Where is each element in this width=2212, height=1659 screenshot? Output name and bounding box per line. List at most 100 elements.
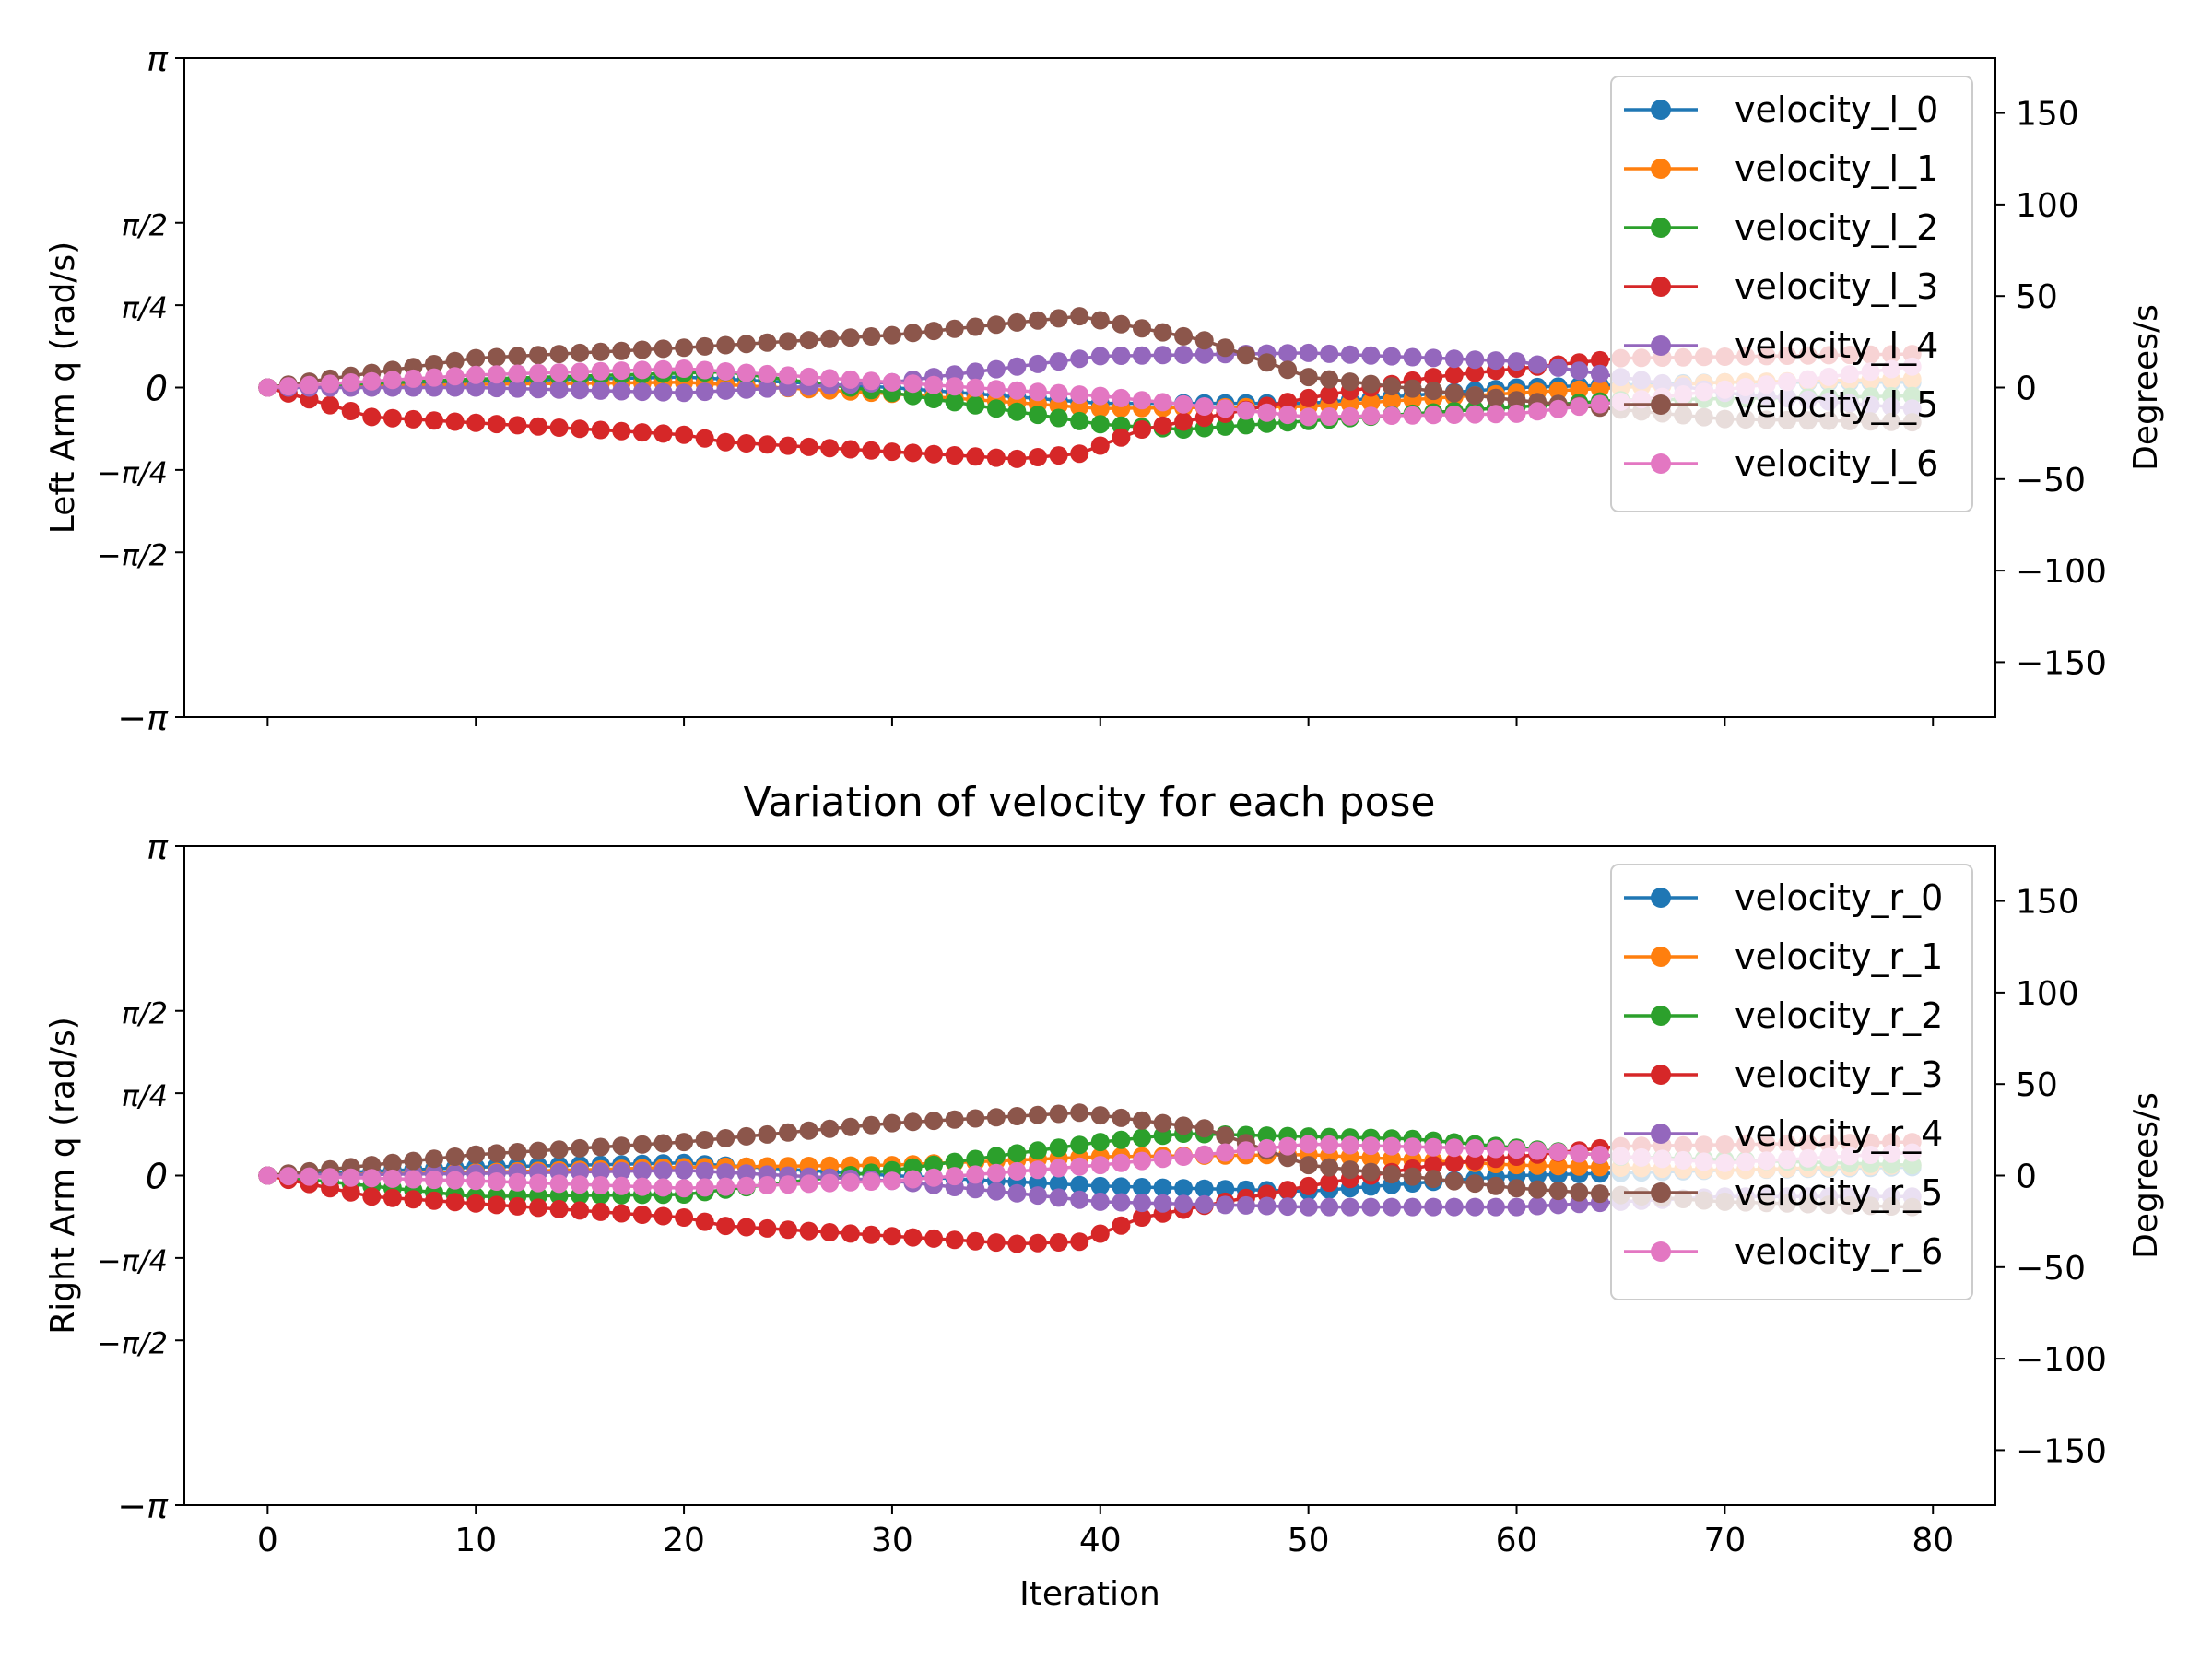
data-point-velocity_l_4-13 [529, 380, 547, 399]
data-point-velocity_r_4-46 [1216, 1195, 1235, 1215]
data-point-velocity_l_4-42 [1133, 346, 1151, 365]
data-point-velocity_r_6-45 [1194, 1145, 1214, 1164]
x-tick-label: 10 [454, 1522, 497, 1559]
data-point-velocity_r_5-18 [632, 1135, 652, 1154]
data-point-velocity_l_4-55 [1403, 347, 1422, 367]
data-point-velocity_l_3-17 [612, 421, 631, 441]
data-point-velocity_l_3-29 [862, 441, 881, 460]
data-point-velocity_r_3-30 [882, 1227, 901, 1246]
data-point-velocity_l_3-39 [1070, 444, 1089, 464]
data-point-velocity_l_4-43 [1153, 346, 1172, 365]
data-point-velocity_l_4-50 [1299, 343, 1318, 362]
data-point-velocity_r_3-25 [779, 1220, 797, 1240]
data-point-velocity_l_3-6 [382, 408, 402, 428]
data-point-velocity_l_2-46 [1216, 417, 1235, 436]
data-point-velocity_l_4-53 [1361, 346, 1381, 365]
data-point-velocity_r_6-61 [1528, 1141, 1547, 1160]
data-point-velocity_r_6-38 [1049, 1159, 1068, 1178]
data-point-velocity_r_3-12 [508, 1196, 527, 1216]
data-point-velocity_r_5-54 [1382, 1165, 1401, 1184]
data-point-velocity_l_4-59 [1486, 351, 1505, 371]
data-point-velocity_r_0-41 [1112, 1177, 1131, 1196]
data-point-velocity_r_5-38 [1049, 1104, 1068, 1124]
data-point-velocity_r_6-48 [1257, 1138, 1277, 1158]
data-point-velocity_r_2-38 [1049, 1138, 1068, 1158]
y-right-tick-label: 0 [2016, 1159, 2037, 1196]
data-point-velocity_r_5-35 [986, 1108, 1006, 1127]
data-point-velocity_l_4-15 [571, 381, 590, 400]
data-point-velocity_l_3-21 [695, 429, 714, 448]
legend-label-velocity_r_5: velocity_r_5 [1735, 1172, 1943, 1213]
data-point-velocity_l_3-42 [1133, 420, 1151, 439]
data-point-velocity_l_5-32 [924, 322, 944, 341]
data-point-velocity_l_6-18 [632, 360, 652, 380]
data-point-velocity_l_6-29 [862, 371, 881, 391]
data-point-velocity_l_4-23 [736, 380, 756, 399]
data-point-velocity_r_0-42 [1133, 1178, 1151, 1196]
y-tick-label: π/2 [122, 208, 168, 243]
data-point-velocity_l_6-41 [1112, 388, 1131, 407]
data-point-velocity_r_4-58 [1465, 1197, 1485, 1217]
data-point-velocity_r_5-9 [445, 1147, 465, 1166]
legend-marker-velocity_r_4 [1651, 1124, 1671, 1144]
data-point-velocity_l_5-56 [1424, 382, 1443, 401]
data-point-velocity_l_2-40 [1090, 415, 1110, 434]
data-point-velocity_l_5-52 [1340, 372, 1359, 392]
data-point-velocity_r_6-7 [404, 1170, 423, 1189]
data-point-velocity_r_5-24 [758, 1124, 777, 1144]
data-point-velocity_l_6-30 [882, 372, 901, 392]
data-point-velocity_l_4-35 [986, 359, 1006, 379]
data-point-velocity_l_6-9 [445, 367, 465, 386]
data-point-velocity_l_5-44 [1174, 326, 1194, 346]
data-point-velocity_r_6-52 [1340, 1135, 1359, 1155]
data-point-velocity_l_4-41 [1112, 347, 1131, 365]
data-point-velocity_l_6-25 [779, 366, 797, 385]
data-point-velocity_l_6-26 [799, 367, 818, 386]
data-point-velocity_r_5-12 [508, 1143, 527, 1161]
data-point-velocity_l_5-48 [1257, 353, 1277, 372]
data-point-velocity_r_6-5 [362, 1169, 382, 1188]
legend-box [1610, 76, 1973, 512]
data-point-velocity_r_4-45 [1194, 1194, 1214, 1214]
data-point-velocity_r_3-39 [1070, 1232, 1089, 1252]
y-tick-label: π [147, 39, 169, 79]
legend-label-velocity_l_4: velocity_l_4 [1735, 325, 1938, 366]
data-point-velocity_r_4-42 [1133, 1194, 1151, 1213]
data-point-velocity_l_4-62 [1548, 358, 1568, 377]
data-point-velocity_r_6-32 [924, 1168, 944, 1187]
data-point-velocity_l_6-62 [1548, 399, 1568, 418]
data-point-velocity_l_6-0 [258, 378, 277, 397]
data-point-velocity_r_4-43 [1153, 1194, 1172, 1213]
data-point-velocity_r_5-25 [779, 1123, 797, 1142]
data-point-velocity_r_4-54 [1382, 1197, 1401, 1217]
data-point-velocity_l_4-54 [1382, 347, 1401, 366]
data-point-velocity_l_3-49 [1278, 393, 1298, 412]
figure-title: Variation of velocity for each pose [744, 779, 1436, 826]
data-point-velocity_r_3-24 [758, 1218, 777, 1238]
data-point-velocity_l_4-52 [1340, 345, 1359, 364]
data-point-velocity_l_6-4 [341, 373, 360, 392]
data-point-velocity_r_4-53 [1361, 1197, 1381, 1217]
data-point-velocity_l_3-34 [966, 447, 985, 466]
data-point-velocity_r_6-42 [1133, 1151, 1151, 1171]
data-point-velocity_l_5-19 [653, 339, 673, 359]
data-point-velocity_l_5-11 [487, 347, 506, 367]
data-point-velocity_r_6-62 [1548, 1143, 1568, 1161]
data-point-velocity_l_5-42 [1133, 319, 1151, 338]
data-point-velocity_l_5-39 [1070, 307, 1089, 326]
x-tick-label: 80 [1912, 1522, 1954, 1559]
data-point-velocity_r_3-9 [445, 1193, 465, 1212]
data-point-velocity_r_6-11 [487, 1172, 506, 1191]
data-point-velocity_l_6-55 [1403, 406, 1422, 425]
data-point-velocity_r_4-36 [1007, 1183, 1027, 1203]
data-point-velocity_r_6-34 [966, 1165, 985, 1184]
data-point-velocity_r_3-40 [1090, 1224, 1110, 1243]
data-point-velocity_r_6-40 [1090, 1156, 1110, 1175]
data-point-velocity_l_5-20 [675, 338, 694, 358]
data-point-velocity_l_3-41 [1112, 428, 1131, 447]
data-point-velocity_r_2-36 [1007, 1144, 1027, 1163]
data-point-velocity_r_6-58 [1465, 1138, 1485, 1158]
x-tick-label: 50 [1288, 1522, 1330, 1559]
data-point-velocity_l_1-64 [1590, 379, 1609, 398]
